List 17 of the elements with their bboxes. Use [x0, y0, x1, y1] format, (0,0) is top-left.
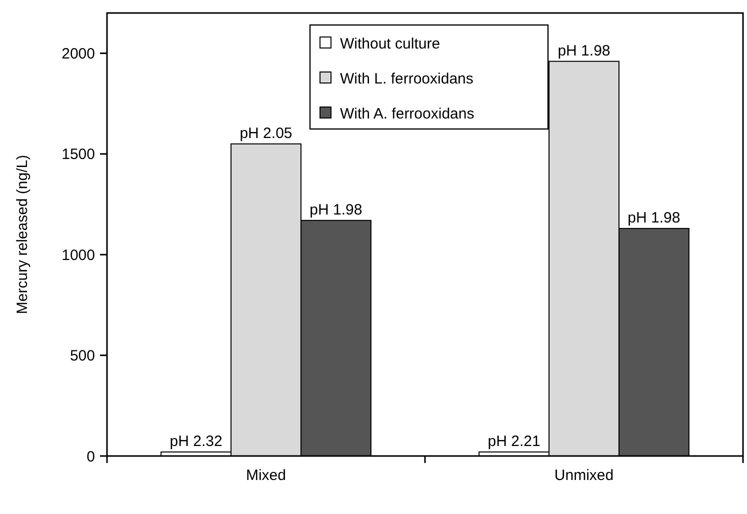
y-axis-title: Mercury released (ng/L) [14, 154, 31, 314]
data-label: pH 1.98 [558, 42, 610, 60]
y-tick-label: 1000 [62, 246, 95, 264]
y-tick-label: 500 [70, 348, 95, 365]
y-tick-label: 2000 [62, 46, 95, 63]
x-tick-label: Unmixed [554, 467, 614, 484]
legend-label: With A. ferrooxidans [340, 105, 474, 122]
y-tick-label: 1500 [62, 146, 95, 164]
data-label: pH 2.32 [170, 432, 222, 450]
x-tick-label: Mixed [246, 467, 286, 484]
data-label: pH 1.98 [310, 201, 362, 218]
legend-label: Without culture [340, 35, 440, 52]
legend-label: With L. ferrooxidans [340, 70, 474, 88]
data-label: pH 2.21 [488, 432, 540, 450]
y-tick-label: 0 [86, 448, 95, 466]
data-label: pH 1.98 [628, 209, 680, 226]
data-label: pH 2.05 [240, 124, 292, 142]
